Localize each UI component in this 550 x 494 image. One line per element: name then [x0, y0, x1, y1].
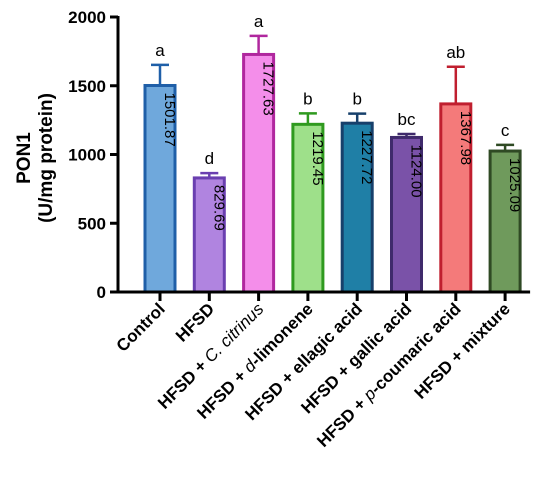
bar-group: b 1227.72: [340, 90, 375, 294]
y-axis-title-line2: (U/mg protein): [36, 93, 57, 223]
value-label: 1727.63: [260, 61, 277, 115]
y-tick-label: 1000: [68, 146, 106, 165]
y-tick-label: 1500: [68, 77, 106, 96]
bar-group: ab 1367.98: [439, 43, 474, 294]
bar: [143, 83, 177, 294]
value-label: 1124.00: [408, 144, 425, 197]
significance-label: d: [205, 149, 214, 168]
x-tick-label: Control: [113, 299, 169, 355]
bar: [291, 122, 325, 294]
bar: [340, 121, 374, 294]
y-tick-label: 0: [97, 283, 106, 302]
bar: [192, 176, 226, 294]
significance-label: a: [254, 12, 264, 31]
bar-group: bc 1124.00: [390, 110, 425, 294]
value-label: 1219.45: [309, 131, 326, 185]
y-axis: 0 500 1000 1500 2000: [68, 8, 120, 302]
significance-label: a: [155, 41, 165, 60]
x-tick-label: HFSD: [172, 299, 218, 345]
value-label: 1501.87: [161, 92, 178, 146]
bar-group: d 829.69: [192, 149, 227, 294]
bar-group: a 1501.87: [143, 41, 178, 294]
bar: [390, 135, 423, 294]
significance-label: c: [501, 121, 510, 140]
bar-group: a 1727.63: [242, 12, 277, 294]
significance-label: b: [303, 89, 312, 108]
bar-group: c 1025.09: [488, 121, 523, 294]
significance-label: b: [352, 90, 361, 109]
y-tick-label: 2000: [68, 8, 106, 27]
value-label: 829.69: [210, 185, 227, 231]
bar: [488, 149, 522, 294]
x-axis: [116, 290, 531, 301]
significance-label: ab: [446, 43, 465, 62]
value-label: 1367.98: [457, 111, 474, 165]
y-tick-label: 500: [78, 214, 106, 233]
value-label: 1025.09: [506, 158, 523, 212]
y-axis-title-line1: PON1: [14, 132, 35, 184]
value-label: 1227.72: [358, 130, 375, 184]
significance-label: bc: [398, 110, 416, 129]
bar-group: b 1219.45: [291, 89, 326, 294]
y-axis-title: PON1 (U/mg protein): [14, 93, 57, 223]
bar: [439, 102, 473, 294]
